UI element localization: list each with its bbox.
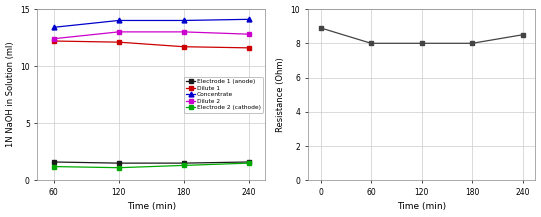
Dilute 2 xyxy=(50,37,57,40)
Legend: Electrode 1 (anode), Dilute 1, Concentrate, Dilute 2, Electrode 2 (cathode): Electrode 1 (anode), Dilute 1, Concentra… xyxy=(184,77,263,113)
Dilute 2 xyxy=(181,31,187,33)
Line: Concentrate: Concentrate xyxy=(51,17,251,30)
Electrode 2 (cathode) xyxy=(246,162,252,164)
X-axis label: Time (min): Time (min) xyxy=(127,202,176,211)
Dilute 1 xyxy=(50,40,57,42)
Y-axis label: Resistance (Ohm): Resistance (Ohm) xyxy=(276,57,285,132)
Concentrate xyxy=(246,18,252,21)
Electrode 1 (anode) xyxy=(50,161,57,163)
Concentrate xyxy=(115,19,122,22)
Electrode 1 (anode) xyxy=(181,162,187,164)
X-axis label: Time (min): Time (min) xyxy=(397,202,446,211)
Electrode 2 (cathode) xyxy=(181,164,187,167)
Dilute 1 xyxy=(115,41,122,43)
Electrode 1 (anode) xyxy=(246,161,252,163)
Electrode 1 (anode) xyxy=(115,162,122,164)
Electrode 2 (cathode) xyxy=(50,165,57,168)
Y-axis label: 1N NaOH in Solution (ml): 1N NaOH in Solution (ml) xyxy=(5,42,15,148)
Dilute 1 xyxy=(246,47,252,49)
Electrode 2 (cathode) xyxy=(115,166,122,169)
Concentrate xyxy=(181,19,187,22)
Dilute 2 xyxy=(246,33,252,35)
Line: Electrode 1 (anode): Electrode 1 (anode) xyxy=(51,160,251,165)
Line: Electrode 2 (cathode): Electrode 2 (cathode) xyxy=(51,161,251,170)
Dilute 1 xyxy=(181,45,187,48)
Concentrate xyxy=(50,26,57,29)
Line: Dilute 1: Dilute 1 xyxy=(51,39,251,50)
Line: Dilute 2: Dilute 2 xyxy=(51,30,251,41)
Dilute 2 xyxy=(115,31,122,33)
